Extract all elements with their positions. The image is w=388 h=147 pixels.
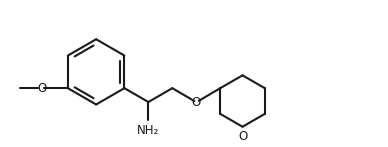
Text: O: O [238, 130, 247, 143]
Text: O: O [38, 82, 47, 95]
Text: O: O [192, 96, 201, 108]
Text: NH₂: NH₂ [137, 124, 159, 137]
